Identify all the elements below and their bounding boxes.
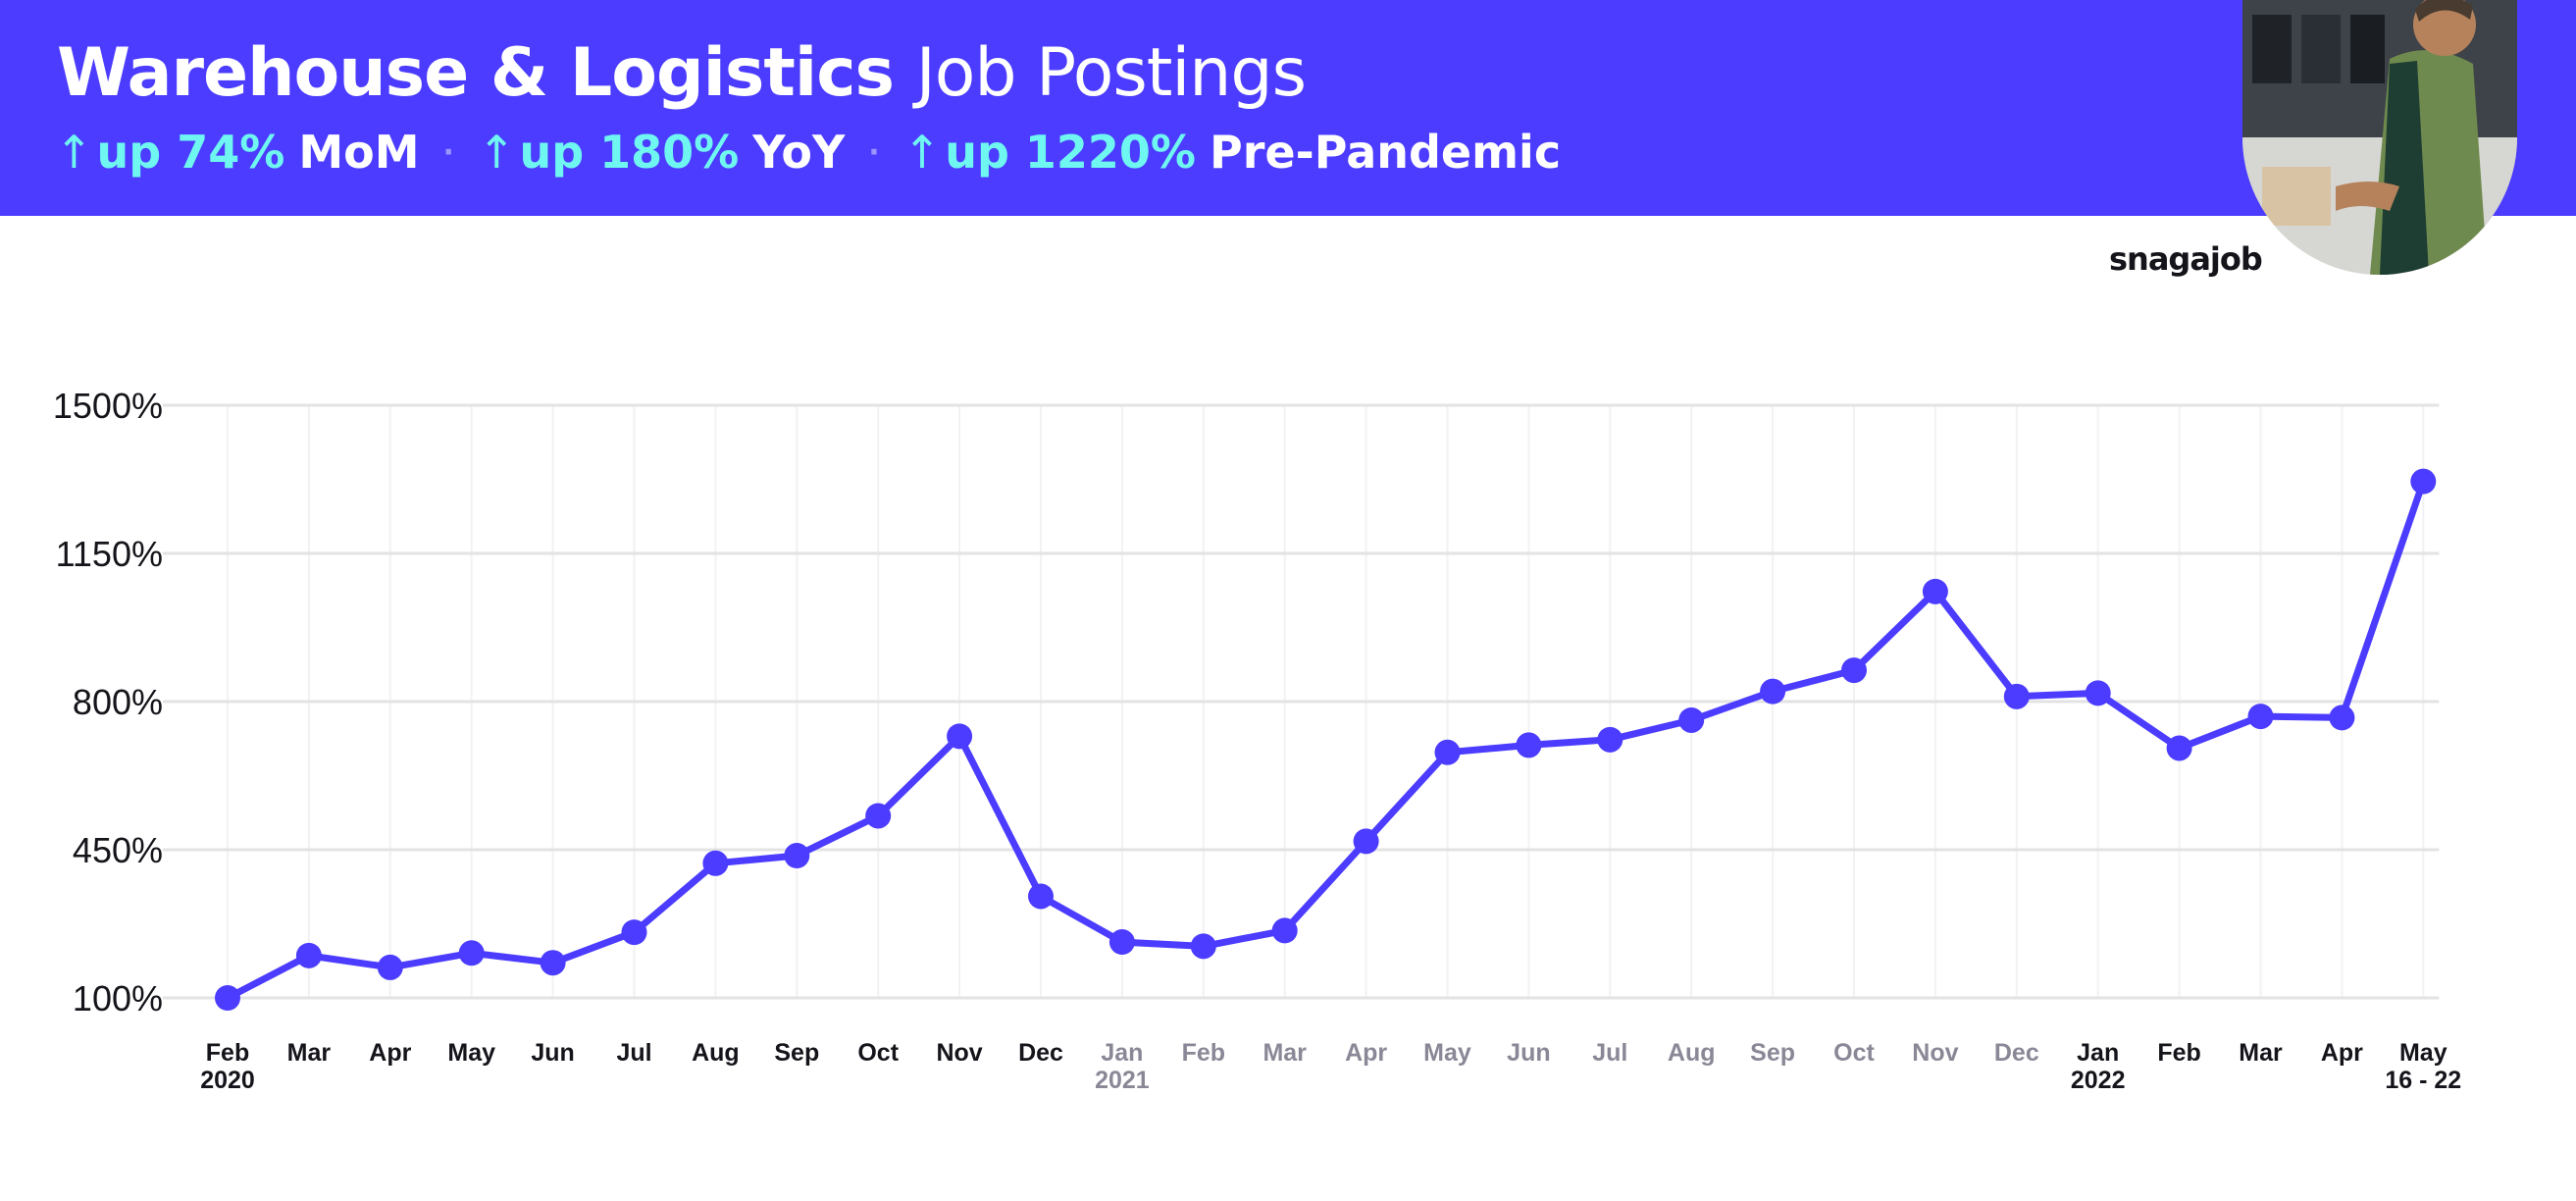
data-point [1434, 739, 1461, 765]
x-tick-label: Mar [2239, 1039, 2283, 1067]
data-point [2003, 683, 2030, 709]
x-tick-label: Feb [1182, 1039, 1225, 1067]
arrow-up-icon: ↑ [477, 126, 516, 179]
stat-mom-value: up 74% [96, 126, 285, 179]
x-tick-label: May [447, 1039, 495, 1067]
stats-row: ↑ up 74% MoM · ↑ up 180% YoY · ↑ up 1220… [55, 118, 1561, 186]
data-point [1678, 706, 1705, 733]
x-tick-label: Nov [936, 1039, 982, 1067]
x-tick-label: Apr [369, 1039, 411, 1067]
x-tick-year-label: 2020 [200, 1067, 255, 1094]
data-point [702, 850, 729, 876]
x-tick-label: Jun [1507, 1039, 1550, 1067]
y-tick-label: 1150% [56, 534, 163, 574]
x-tick-label: Sep [1750, 1039, 1795, 1067]
horizontal-gridlines [163, 403, 2440, 1000]
worker-photo-illustration [2242, 0, 2517, 275]
data-point [1516, 732, 1542, 758]
stat-yoy-value: up 180% [519, 126, 740, 179]
data-point [1028, 883, 1054, 910]
x-tick-label: Mar [1262, 1039, 1307, 1067]
x-tick-label: Jan [2077, 1039, 2119, 1067]
data-point [2247, 704, 2274, 730]
stat-separator: · [442, 134, 454, 170]
header-banner [0, 0, 2576, 216]
snagajob-logo: snagajob [2109, 240, 2263, 278]
arrow-up-icon: ↑ [902, 126, 942, 179]
x-tick-label: Feb [2157, 1039, 2200, 1067]
data-point [865, 803, 892, 829]
y-tick-label: 800% [73, 682, 163, 722]
y-tick-label: 100% [73, 978, 163, 1018]
x-tick-year-label: 2022 [2071, 1067, 2126, 1094]
x-tick-label: Mar [287, 1039, 332, 1067]
stat-prepandemic-label: Pre-Pandemic [1210, 126, 1562, 179]
x-tick-label: Jun [531, 1039, 574, 1067]
page-title: Warehouse & Logistics Job Postings [57, 29, 1307, 118]
x-tick-label: Nov [1912, 1039, 1958, 1067]
x-tick-label: Jul [616, 1039, 651, 1067]
x-tick-label: Oct [1833, 1039, 1875, 1067]
data-point [947, 723, 973, 750]
data-point [2166, 735, 2192, 761]
y-tick-label: 450% [73, 830, 163, 870]
data-point [1760, 678, 1786, 705]
x-tick-label: Aug [692, 1039, 740, 1067]
data-point [1271, 917, 1298, 944]
arrow-up-icon: ↑ [55, 126, 93, 179]
stat-mom: ↑ up 74% MoM [55, 126, 420, 179]
data-point [1108, 929, 1135, 956]
x-tick-year-label: 16 - 22 [2385, 1067, 2461, 1094]
data-point [458, 940, 485, 966]
data-point [2085, 680, 2111, 706]
data-point [1353, 828, 1379, 855]
x-tick-label: May [1423, 1039, 1471, 1067]
data-point [215, 985, 240, 1011]
data-point [295, 942, 322, 968]
x-tick-label: Jan [1101, 1039, 1143, 1067]
x-tick-label: Oct [857, 1039, 899, 1067]
data-point [2329, 705, 2355, 731]
worker-photo [2242, 0, 2517, 275]
data-points [215, 468, 2437, 1011]
x-tick-label: Sep [774, 1039, 819, 1067]
title-light: Job Postings [915, 34, 1307, 112]
stat-prepandemic-value: up 1220% [945, 126, 1197, 179]
y-tick-label: 1500% [53, 386, 163, 426]
series-line [224, 478, 2427, 1002]
data-point [784, 843, 810, 869]
data-point [540, 950, 566, 976]
data-point [1190, 933, 1216, 960]
stat-yoy-label: YoY [752, 126, 846, 179]
x-tick-label: Dec [1994, 1039, 2039, 1067]
y-axis-labels: 100% 450% 800% 1150% 1500% [53, 386, 163, 1018]
x-tick-year-label: 2021 [1095, 1067, 1150, 1094]
x-tick-label: Apr [1345, 1039, 1387, 1067]
stat-yoy: ↑ up 180% YoY [478, 126, 845, 179]
data-point [2410, 468, 2437, 495]
stat-separator: · [868, 134, 880, 170]
data-point [1841, 657, 1867, 684]
x-tick-label: Apr [2321, 1039, 2363, 1067]
data-point [621, 919, 647, 946]
x-tick-label: May [2399, 1039, 2447, 1067]
data-point [377, 954, 403, 980]
data-point [1922, 578, 1948, 604]
x-tick-label: Jul [1592, 1039, 1627, 1067]
data-point [1597, 726, 1623, 753]
x-tick-label: Feb [206, 1039, 249, 1067]
stat-mom-label: MoM [298, 126, 420, 179]
x-tick-label: Dec [1018, 1039, 1063, 1067]
x-tick-label: Aug [1668, 1039, 1716, 1067]
stat-prepandemic: ↑ up 1220% Pre-Pandemic [903, 126, 1561, 179]
title-bold: Warehouse & Logistics [57, 34, 895, 112]
